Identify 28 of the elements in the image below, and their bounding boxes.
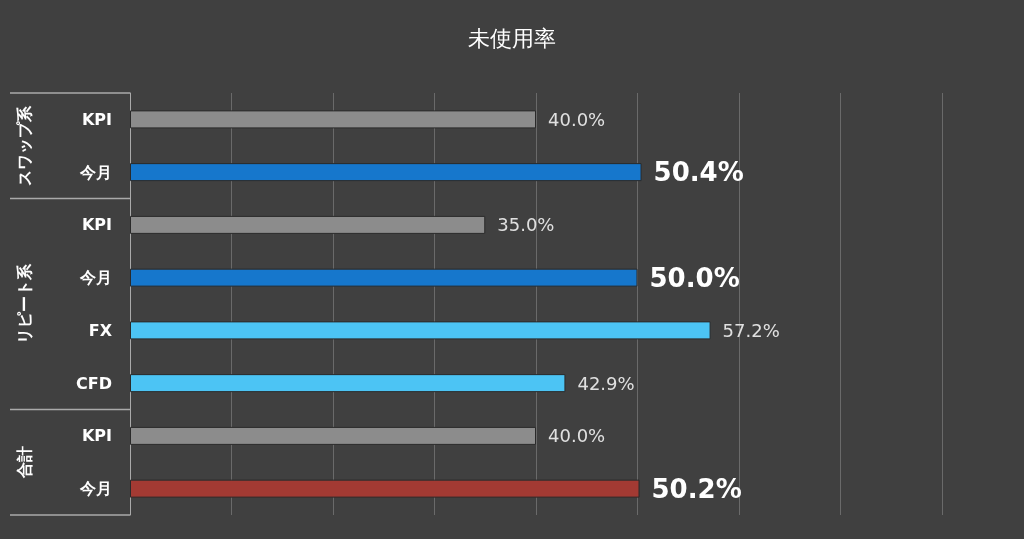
y-tick-label: 今月 <box>79 479 112 499</box>
data-label: 50.4% <box>653 157 744 188</box>
bar <box>130 321 711 340</box>
y-tick-label: FX <box>88 320 113 340</box>
bar <box>130 426 536 445</box>
y-tick-label: CFD <box>76 373 112 393</box>
y-tick-label: KPI <box>81 426 112 446</box>
y-tick-label: KPI <box>81 215 112 235</box>
data-label: 40.0% <box>548 425 606 447</box>
data-label: 40.0% <box>548 108 606 130</box>
y-tick-label: 今月 <box>79 268 112 288</box>
data-label: 35.0% <box>497 214 555 236</box>
y-tick-label: 今月 <box>79 162 112 182</box>
data-label: 42.9% <box>577 372 635 394</box>
bar <box>130 479 640 498</box>
bar <box>130 374 566 393</box>
text: リピート系 <box>14 263 34 344</box>
data-label: 50.2% <box>651 473 742 504</box>
chart-title: 未使用率 <box>468 25 556 51</box>
bar <box>130 163 642 182</box>
bar <box>130 110 536 129</box>
data-label: 50.0% <box>649 262 740 293</box>
y-tick-label: KPI <box>81 109 112 129</box>
text: スワップ系 <box>14 104 34 186</box>
bar <box>130 215 486 234</box>
data-label: 57.2% <box>722 319 780 341</box>
text: 合計 <box>14 446 34 480</box>
bar <box>130 268 638 287</box>
